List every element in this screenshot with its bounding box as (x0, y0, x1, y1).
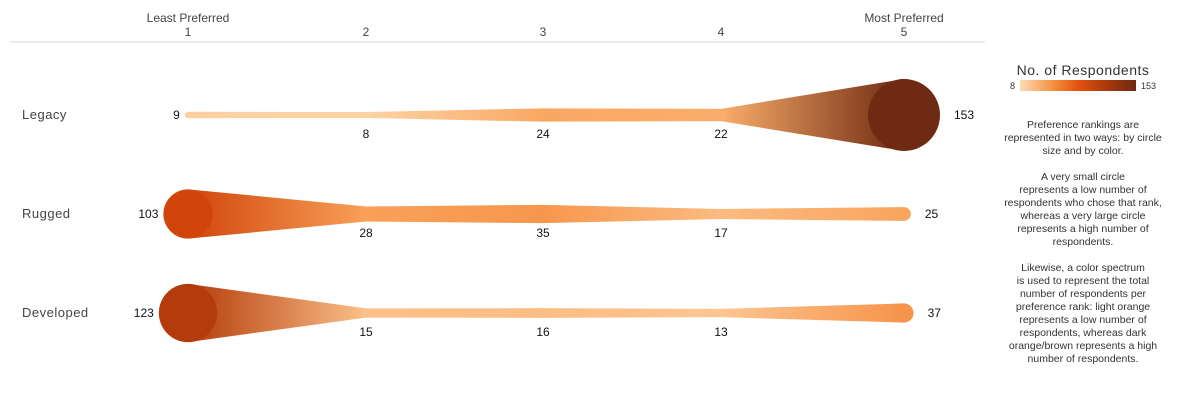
value-label-developed-rank-3: 16 (536, 325, 550, 339)
segment-developed-3-4 (543, 308, 721, 318)
point-rugged-rank-3 (533, 204, 553, 224)
point-legacy-rank-1 (184, 111, 192, 119)
segment-rugged-3-4 (543, 204, 721, 224)
row-label-legacy: Legacy (22, 107, 67, 122)
point-legacy-rank-3 (536, 108, 550, 122)
legend-title: No. of Respondents (1016, 62, 1150, 78)
value-label-legacy-rank-2: 8 (363, 127, 370, 141)
row-label-rugged: Rugged (22, 206, 71, 221)
point-legacy-rank-2 (363, 112, 369, 118)
value-label-developed-rank-1: 123 (134, 306, 154, 320)
point-legacy-rank-4 (714, 108, 728, 122)
value-label-rugged-rank-1: 103 (138, 207, 158, 221)
point-legacy-rank-5 (868, 79, 940, 151)
value-label-rugged-rank-5: 25 (925, 207, 939, 221)
row-label-developed: Developed (22, 305, 89, 320)
value-label-legacy-rank-1: 9 (173, 108, 180, 122)
segment-rugged-2-3 (366, 204, 543, 224)
point-rugged-rank-1 (163, 189, 213, 239)
value-label-legacy-rank-3: 24 (536, 127, 550, 141)
point-developed-rank-3 (538, 308, 548, 318)
legend-max-label: 153 (1140, 80, 1157, 91)
value-label-legacy-rank-5: 153 (954, 108, 974, 122)
point-developed-rank-5 (894, 303, 914, 323)
rank-tick-2: 2 (363, 25, 370, 39)
legend-note-circle-size: A very small circle represents a low num… (1004, 171, 1162, 248)
row-legacy: Legacy 9 8 24 22 153 (22, 79, 974, 151)
point-rugged-rank-2 (358, 206, 374, 222)
least-preferred-label: Least Preferred (147, 11, 230, 25)
point-developed-rank-1 (158, 283, 218, 343)
legend-min-label: 8 (1009, 80, 1015, 91)
value-label-developed-rank-4: 13 (714, 325, 728, 339)
segment-legacy-3-4 (543, 108, 721, 122)
rank-tick-3: 3 (540, 25, 547, 39)
value-label-developed-rank-5: 37 (928, 306, 942, 320)
legend-scale: 8 153 (990, 80, 1176, 91)
value-label-developed-rank-2: 15 (359, 325, 373, 339)
legend-note-size-color: Preference rankings are represented in t… (1004, 119, 1162, 157)
legend: No. of Respondents 8 153 Preference rank… (990, 62, 1176, 366)
value-label-rugged-rank-2: 28 (359, 226, 373, 240)
point-developed-rank-4 (716, 308, 726, 318)
value-label-legacy-rank-4: 22 (714, 127, 728, 141)
row-developed: Developed 123 15 16 13 37 (22, 283, 942, 343)
point-developed-rank-2 (361, 308, 371, 318)
value-label-rugged-rank-3: 35 (536, 226, 550, 240)
segment-rugged-1-2 (188, 189, 366, 239)
segment-legacy-4-5 (721, 79, 904, 151)
rank-tick-5: 5 (901, 25, 908, 39)
point-rugged-rank-4 (715, 208, 727, 220)
segment-rugged-4-5 (721, 207, 904, 221)
row-rugged: Rugged 103 28 35 17 25 (22, 189, 939, 240)
point-rugged-rank-5 (897, 207, 911, 221)
segment-legacy-1-2 (188, 111, 366, 119)
rank-tick-1: 1 (185, 25, 192, 39)
legend-note-color-spectrum: Likewise, a color spectrum is used to re… (1008, 262, 1158, 365)
segment-legacy-2-3 (366, 108, 543, 122)
segment-developed-1-2 (188, 283, 366, 343)
segment-developed-2-3 (366, 308, 543, 318)
value-label-rugged-rank-4: 17 (714, 226, 728, 240)
rank-tick-4: 4 (718, 25, 725, 39)
segment-developed-4-5 (721, 303, 904, 323)
most-preferred-label: Most Preferred (864, 11, 943, 25)
legend-color-bar (1019, 80, 1136, 91)
